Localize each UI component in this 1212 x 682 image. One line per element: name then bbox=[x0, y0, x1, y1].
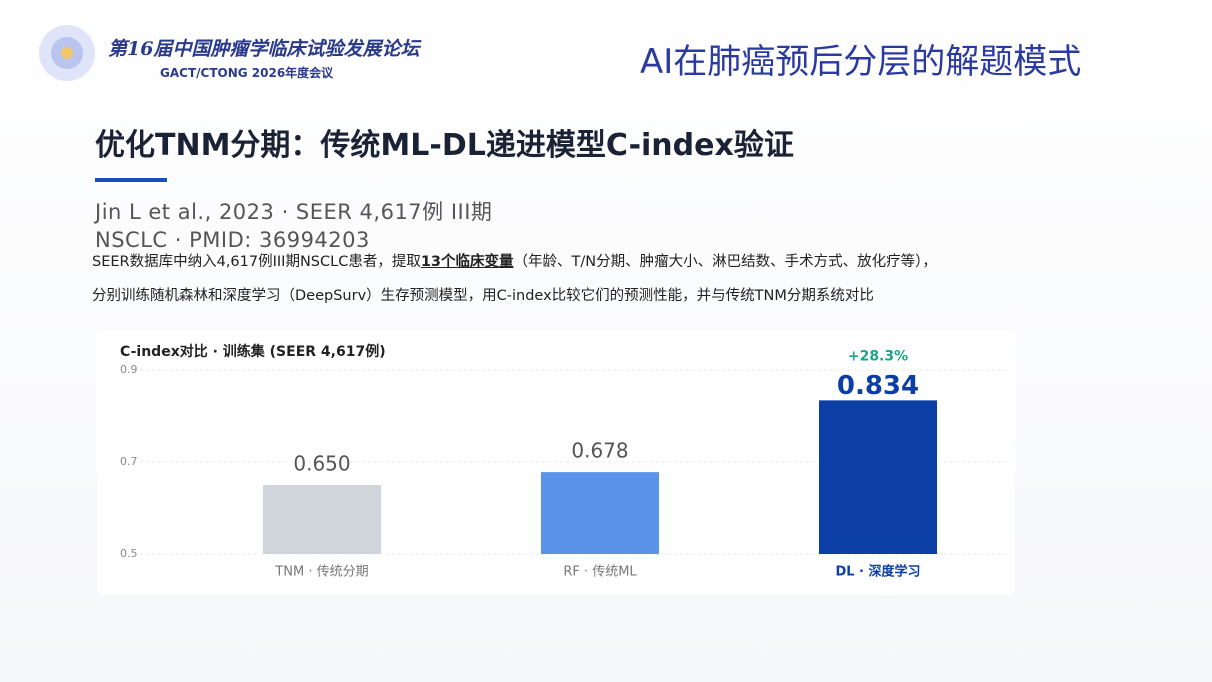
annotation: +28.3% bbox=[848, 348, 908, 364]
heading: 优化TNM分期：传统ML-DL递进模型C-index验证 bbox=[95, 128, 794, 163]
y-tick-label: 0.5 bbox=[120, 547, 138, 560]
bar bbox=[819, 400, 937, 554]
x-tick-label: TNM · 传统分期 bbox=[274, 565, 368, 580]
description: SEER数据库中纳入4,617例III期NSCLC患者，提取13个临床变量（年龄… bbox=[92, 250, 937, 271]
citation: Jin L et al., 2023 · SEER 4,617例 III期 NS… bbox=[95, 200, 493, 252]
description-text: SEER数据库中纳入4,617例III期NSCLC患者，提取 bbox=[92, 254, 421, 270]
description-highlight: 13个临床变量 bbox=[420, 254, 514, 270]
logo bbox=[39, 25, 95, 81]
x-tick-label: RF · 传统ML bbox=[563, 565, 637, 580]
x-tick-label: DL · 深度学习 bbox=[835, 564, 920, 580]
value-label: 0.678 bbox=[571, 439, 628, 463]
description: 分别训练随机森林和深度学习（DeepSurv）生存预测模型，用C-index比较… bbox=[92, 288, 874, 304]
description-text: （年龄、T/N分期、肿瘤大小、淋巴结数、手术方式、放化疗等）， bbox=[513, 254, 937, 270]
heading-rule bbox=[95, 178, 167, 182]
slide-title: AI在肺癌预后分层的解题模式 bbox=[640, 42, 1082, 82]
bar bbox=[541, 472, 659, 554]
y-tick-label: 0.7 bbox=[120, 455, 138, 468]
chart-title: C-index对比 · 训练集 (SEER 4,617例) bbox=[120, 343, 386, 360]
meeting-name: GACT/CTONG 2026年度会议 bbox=[160, 66, 334, 80]
forum-name: 第16届中国肿瘤学临床试验发展论坛 bbox=[108, 38, 420, 60]
value-label: 0.834 bbox=[837, 371, 919, 401]
bar bbox=[263, 485, 381, 554]
value-label: 0.650 bbox=[293, 452, 350, 476]
y-tick-label: 0.9 bbox=[120, 363, 138, 376]
